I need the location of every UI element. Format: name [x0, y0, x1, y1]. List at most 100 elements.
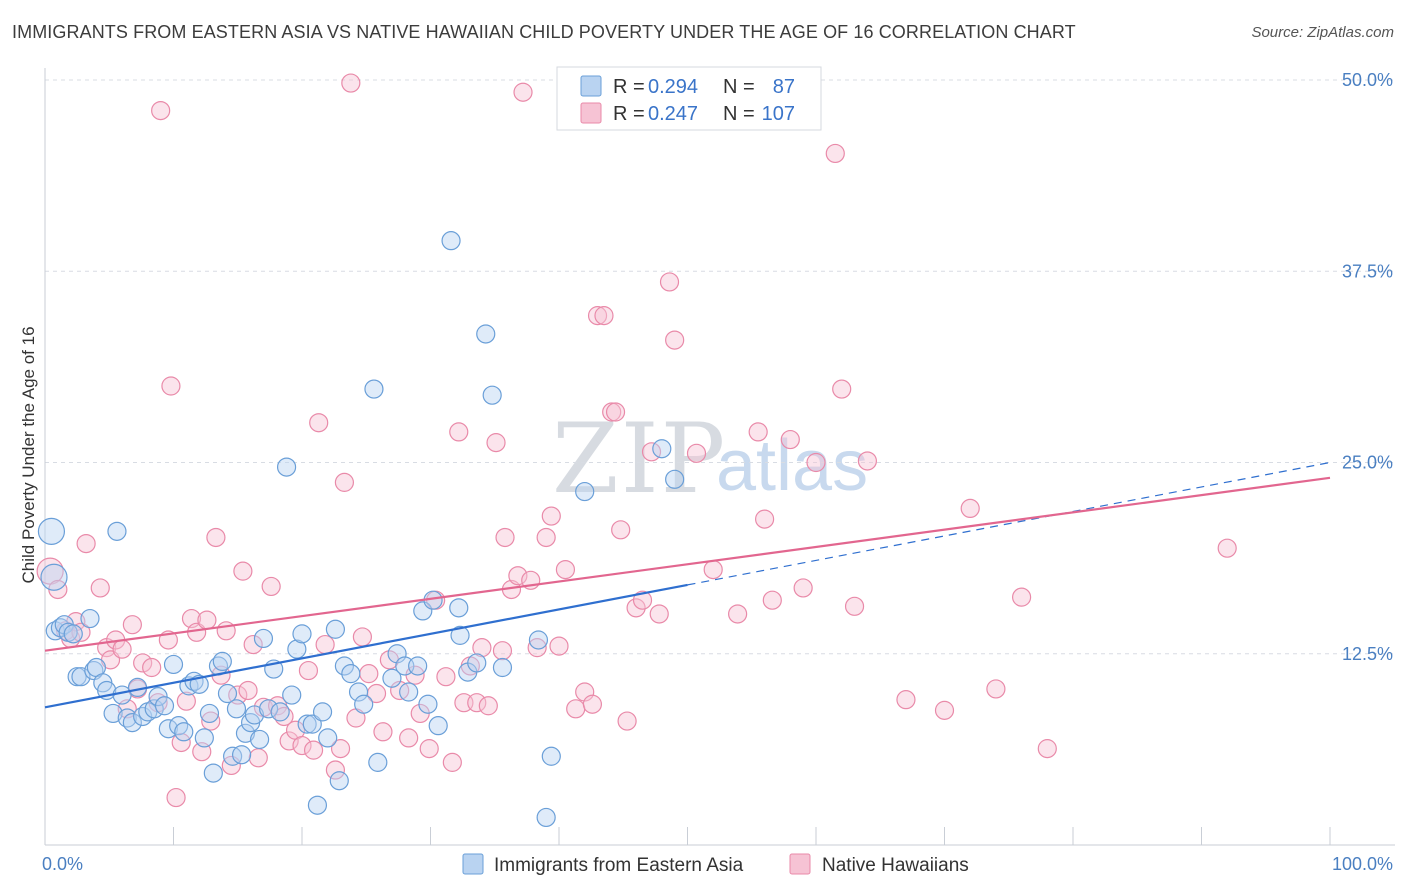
eastern-asia-point — [235, 723, 256, 743]
eastern-asia-point — [492, 657, 513, 678]
legend-n-value-blue: 87 — [773, 76, 795, 98]
native-hawaiians-point — [1217, 538, 1237, 558]
y-tick-label-2: 37.5% — [1342, 261, 1393, 281]
legend-r-value-pink: 0.247 — [648, 103, 698, 125]
native-hawaiians-point — [611, 520, 631, 540]
native-hawaiians-point — [478, 696, 498, 716]
eastern-asia-point — [249, 729, 270, 750]
native-hawaiians-point — [248, 748, 268, 768]
legend-n-label-pink: N = — [723, 103, 755, 125]
native-hawaiians-point — [492, 641, 513, 661]
series-swatch-blue — [462, 853, 484, 875]
native-hawaiians-point — [233, 561, 253, 581]
watermark: ZIP atlas — [552, 403, 868, 515]
native-hawaiians-point — [617, 711, 637, 731]
native-hawaiians-point — [325, 760, 346, 780]
eastern-asia-point — [276, 457, 297, 477]
eastern-asia-point — [387, 644, 407, 664]
chart-title: IMMIGRANTS FROM EASTERN ASIA VS NATIVE H… — [12, 22, 1076, 42]
y-tick-label-1: 25.0% — [1342, 453, 1393, 473]
native-hawaiians-point — [549, 636, 569, 656]
native-hawaiians-point — [626, 598, 646, 618]
stats-legend: R = 0.294 N = 87 R = 0.247 N = 107 — [556, 66, 822, 131]
eastern-asia-trend-extension — [687, 461, 1331, 586]
eastern-asia-point — [354, 694, 374, 714]
eastern-asia-point — [292, 624, 312, 644]
eastern-asia-point — [107, 521, 127, 541]
native-hawaiians-point — [238, 680, 258, 701]
eastern-asia-point — [312, 702, 333, 722]
native-hawaiians-point — [352, 627, 372, 647]
native-hawaiians-point — [133, 653, 153, 673]
native-hawaiians-point — [934, 700, 955, 720]
native-hawaiians-point — [594, 306, 614, 326]
native-hawaiians-point — [508, 566, 528, 586]
native-hawaiians-point — [754, 509, 775, 529]
eastern-asia-point — [244, 705, 265, 725]
legend-swatch-pink — [580, 102, 602, 124]
native-hawaiians-point — [986, 679, 1006, 699]
eastern-asia-point — [541, 746, 561, 766]
native-hawaiians-point — [605, 402, 626, 422]
native-hawaiians-point — [566, 699, 586, 719]
native-hawaiians-point — [513, 82, 533, 102]
native-hawaiians-point — [472, 638, 492, 658]
eastern-asia-point — [418, 694, 438, 714]
eastern-asia-point — [203, 763, 223, 783]
eastern-asia-trend-line — [44, 583, 688, 709]
native-hawaiians-point — [495, 527, 515, 548]
eastern-asia-point — [232, 745, 252, 765]
watermark-atlas: atlas — [716, 426, 868, 506]
native-hawaiians-point — [112, 639, 132, 659]
native-hawaiians-point — [844, 596, 865, 616]
native-hawaiians-point — [896, 690, 916, 710]
eastern-asia-point — [226, 699, 247, 719]
legend-swatch-blue — [580, 75, 602, 97]
x-tick-label-max: 100.0% — [1332, 854, 1393, 874]
native-hawaiians-point — [399, 728, 419, 748]
trend-lines — [44, 461, 1331, 709]
native-hawaiians-point — [206, 527, 226, 548]
native-hawaiians-point — [176, 691, 196, 711]
native-hawaiians-point — [857, 451, 878, 471]
eastern-asia-point — [297, 714, 317, 734]
native-hawaiians-point — [632, 590, 653, 610]
eastern-asia-point — [528, 630, 549, 650]
native-hawaiians-point — [555, 559, 576, 580]
eastern-asia-points — [37, 231, 685, 828]
eastern-asia-point — [154, 696, 175, 716]
y-axis-label: Child Poverty Under the Age of 16 — [19, 326, 38, 583]
native-hawaiians-point — [90, 578, 110, 598]
eastern-asia-point — [282, 685, 302, 705]
eastern-asia-point — [212, 651, 232, 672]
legend-r-label-blue: R = — [613, 76, 645, 98]
eastern-asia-point — [450, 625, 470, 645]
y-tick-labels: 12.5% 25.0% 37.5% 50.0% — [1342, 70, 1393, 664]
native-hawaiians-point — [373, 722, 393, 742]
eastern-asia-point — [476, 324, 496, 344]
eastern-asia-point — [364, 379, 384, 399]
eastern-asia-point — [307, 795, 328, 815]
eastern-asia-point — [194, 728, 214, 748]
native-hawaiians-point — [665, 330, 685, 350]
native-hawaiians-point — [261, 576, 281, 597]
legend-n-label-blue: N = — [723, 76, 755, 98]
native-hawaiians-point — [659, 272, 680, 292]
native-hawaiians-point — [201, 711, 221, 731]
native-hawaiians-point — [303, 740, 324, 760]
y-tick-label-0: 12.5% — [1342, 644, 1393, 664]
native-hawaiians-point — [575, 682, 595, 702]
eastern-asia-point — [258, 699, 279, 719]
eastern-asia-point — [334, 656, 355, 676]
native-hawaiians-point — [334, 472, 355, 492]
legend-n-value-pink: 107 — [762, 103, 795, 125]
native-hawaiians-point — [541, 506, 561, 526]
native-hawaiians-point — [436, 667, 456, 687]
eastern-asia-point — [174, 722, 194, 742]
legend-r-value-blue: 0.294 — [648, 76, 698, 98]
native-hawaiians-point — [292, 735, 312, 756]
native-hawaiians-point — [151, 100, 171, 121]
native-hawaiians-point — [703, 559, 723, 580]
native-hawaiians-point — [748, 422, 768, 442]
native-hawaiians-point — [728, 604, 748, 624]
